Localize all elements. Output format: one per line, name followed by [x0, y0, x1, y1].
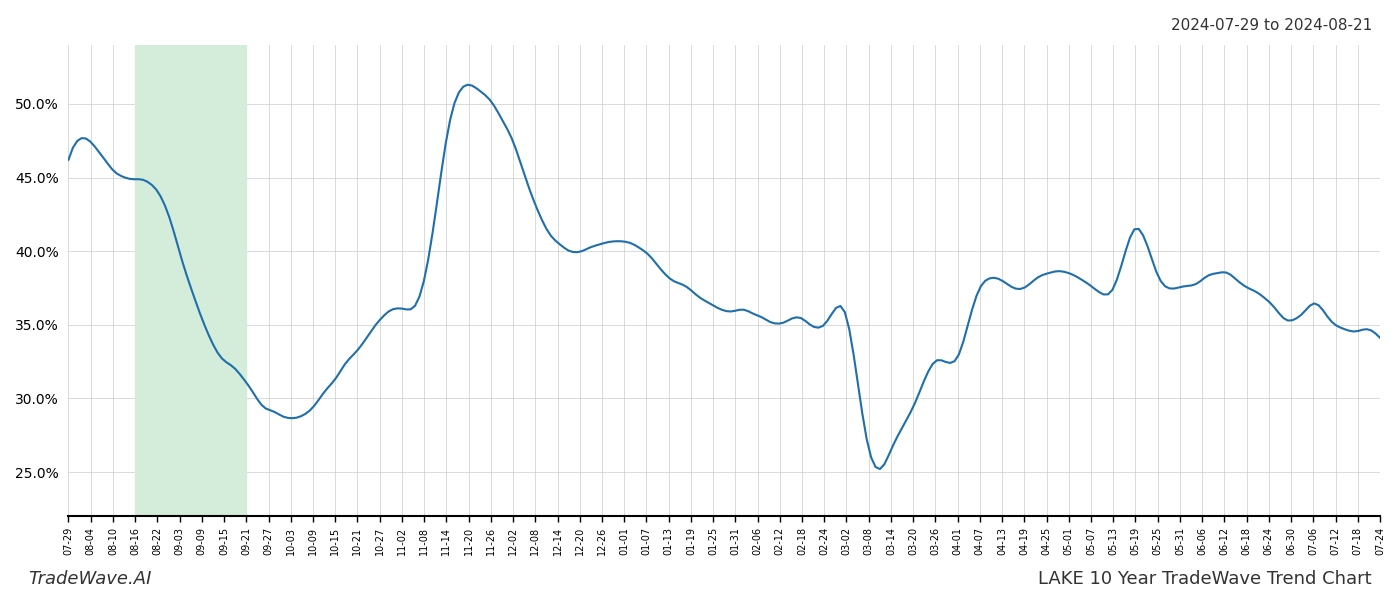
- Text: LAKE 10 Year TradeWave Trend Chart: LAKE 10 Year TradeWave Trend Chart: [1039, 570, 1372, 588]
- Bar: [136, 45, 246, 516]
- Text: TradeWave.AI: TradeWave.AI: [28, 570, 151, 588]
- Text: 2024-07-29 to 2024-08-21: 2024-07-29 to 2024-08-21: [1170, 18, 1372, 33]
